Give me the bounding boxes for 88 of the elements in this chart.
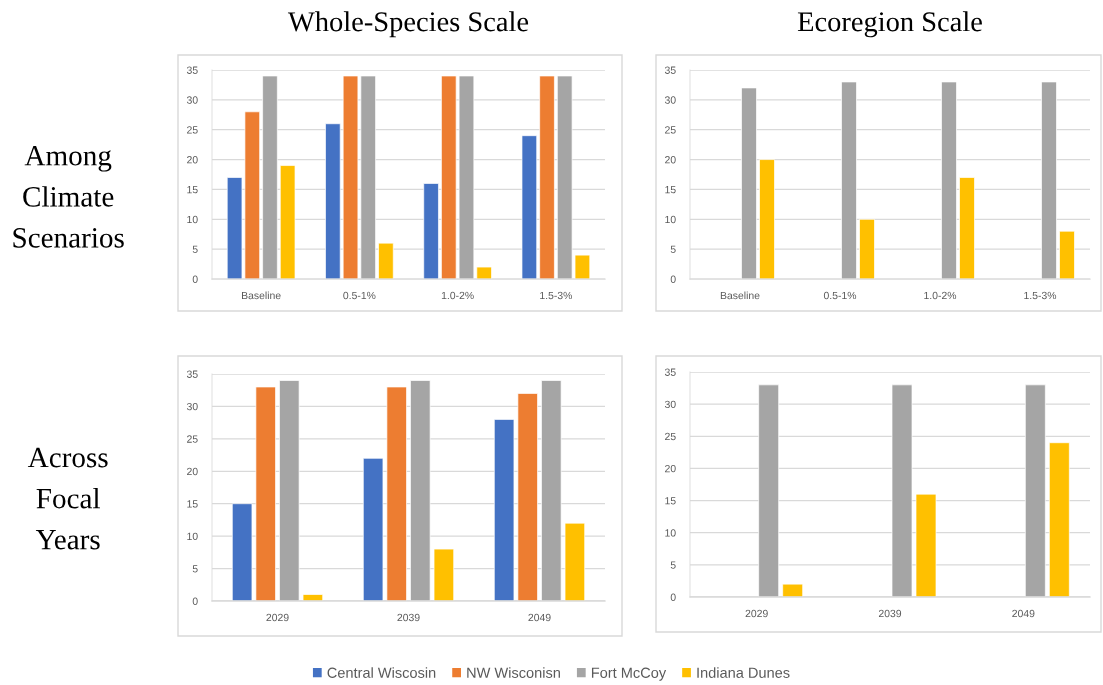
y-tick-label: 25: [665, 432, 676, 441]
y-tick-label: 20: [665, 464, 676, 473]
x-tick-label: 0.5-1%: [343, 291, 376, 300]
bar: [433, 548, 455, 601]
y-tick-label: 15: [665, 186, 676, 194]
legend-label: Fort McCoy: [591, 667, 667, 681]
bar: [517, 393, 538, 601]
bar: [1059, 230, 1075, 279]
y-tick-label: 5: [670, 561, 676, 569]
x-tick-label: 2039: [878, 609, 902, 618]
bar: [759, 159, 775, 279]
x-tick-label: 2029: [266, 613, 289, 622]
bar: [891, 384, 913, 597]
y-tick-label: 30: [664, 400, 676, 409]
y-axis-title: Among Climate Scenarios: [13, 146, 124, 248]
bar: [564, 522, 586, 601]
bar: [362, 457, 384, 601]
y-tick-label: 30: [186, 96, 198, 104]
bar: [302, 594, 324, 601]
y-tick-label: 15: [665, 497, 676, 505]
bar: [493, 419, 515, 601]
bar: [541, 380, 562, 601]
bar: [539, 75, 555, 279]
y-tick-label: 10: [665, 215, 676, 224]
y-tick-label: 10: [187, 215, 198, 224]
bar: [255, 386, 276, 601]
x-tick-label: 0.5-1%: [823, 291, 857, 300]
y-tick-label: 25: [665, 126, 676, 134]
x-tick-label: 1.0-2%: [441, 291, 474, 300]
y-tick-label: 0: [192, 275, 198, 283]
y-tick-label: 20: [187, 467, 198, 476]
y-tick-label: 30: [186, 402, 198, 411]
bar: [231, 503, 253, 601]
y-tick-label: 35: [186, 66, 198, 74]
x-tick-label: 2049: [1012, 609, 1035, 618]
y-axis-title: Across Focal Years: [27, 447, 108, 550]
bar: [279, 165, 296, 279]
chart-title: Whole-Species Scale: [287, 11, 529, 38]
x-tick-label: Baseline: [720, 291, 760, 300]
x-tick-label: 2049: [528, 613, 551, 622]
y-tick-label: 25: [187, 126, 198, 134]
x-tick-label: Baseline: [242, 291, 281, 300]
y-tick-label: 5: [192, 245, 198, 254]
bar: [741, 87, 757, 279]
x-tick-label: 1.5-3%: [1024, 291, 1057, 300]
chart-title: Ecoregion Scale: [797, 11, 982, 38]
bar: [915, 493, 937, 597]
bar: [1024, 384, 1046, 597]
bar: [521, 135, 538, 279]
y-tick-label: 15: [187, 500, 198, 508]
x-tick-label: 2029: [745, 609, 768, 618]
y-tick-label: 25: [187, 435, 198, 443]
x-tick-label: 2039: [397, 613, 420, 622]
y-tick-label: 35: [664, 66, 676, 74]
y-tick-label: 15: [187, 186, 198, 194]
bar: [1041, 81, 1057, 279]
y-tick-label: 0: [192, 597, 198, 605]
y-tick-label: 5: [192, 565, 198, 573]
y-tick-label: 35: [186, 370, 198, 378]
bar: [410, 380, 431, 601]
x-tick-label: 1.5-3%: [540, 291, 573, 300]
y-tick-label: 10: [665, 529, 676, 537]
y-tick-label: 20: [665, 156, 676, 164]
bar: [476, 266, 492, 279]
y-tick-label: 35: [664, 368, 676, 376]
bar: [782, 583, 804, 597]
y-tick-label: 5: [670, 245, 676, 254]
y-tick-label: 20: [187, 156, 198, 164]
bar: [841, 81, 857, 279]
x-tick-label: 1.0-2%: [924, 291, 957, 300]
bar: [959, 177, 975, 279]
bar: [279, 380, 300, 601]
legend-label: Indiana Dunes: [697, 667, 790, 678]
y-tick-label: 10: [187, 532, 198, 541]
y-tick-label: 0: [670, 593, 676, 601]
bar: [325, 123, 341, 279]
legend-label: Central Wiscosin: [327, 667, 436, 678]
bar: [378, 242, 394, 279]
bar: [423, 183, 439, 279]
bar: [859, 218, 875, 279]
bar: [1048, 442, 1070, 597]
bar: [386, 386, 407, 601]
bar: [941, 81, 957, 279]
legend-label: NW Wisconisn: [467, 667, 560, 678]
y-tick-label: 0: [670, 275, 676, 283]
bar: [262, 75, 278, 279]
bar: [758, 384, 780, 597]
y-tick-label: 30: [664, 96, 676, 104]
